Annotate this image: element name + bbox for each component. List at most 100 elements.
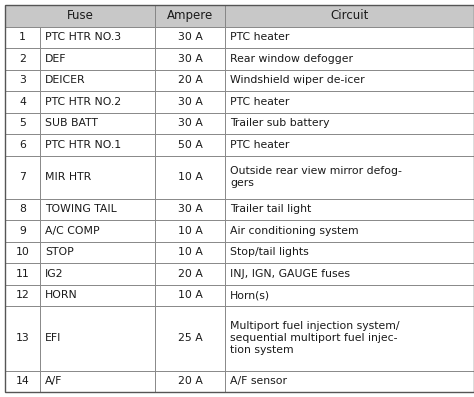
- Bar: [5, 91, 40, 112]
- Text: Trailer sub battery: Trailer sub battery: [230, 118, 329, 128]
- Bar: [40, 48, 155, 69]
- Text: 9: 9: [19, 226, 26, 236]
- Text: 20 A: 20 A: [178, 75, 202, 85]
- Bar: [5, 198, 40, 220]
- Text: PTC heater: PTC heater: [230, 140, 289, 150]
- Text: Fuse: Fuse: [66, 9, 93, 22]
- Text: PTC heater: PTC heater: [230, 32, 289, 42]
- Bar: [225, 69, 474, 91]
- Text: A/F sensor: A/F sensor: [230, 376, 287, 386]
- Text: 5: 5: [19, 118, 26, 128]
- Bar: [5, 285, 40, 306]
- Bar: [40, 69, 155, 91]
- Text: 13: 13: [16, 333, 29, 343]
- Bar: [40, 263, 155, 285]
- Bar: [40, 198, 155, 220]
- Bar: [225, 263, 474, 285]
- Text: PTC heater: PTC heater: [230, 97, 289, 107]
- Bar: [40, 112, 155, 134]
- Text: Circuit: Circuit: [330, 9, 369, 22]
- Text: 2: 2: [19, 54, 26, 64]
- Bar: [155, 263, 225, 285]
- Bar: [155, 241, 225, 263]
- Text: 4: 4: [19, 97, 26, 107]
- Bar: [155, 91, 225, 112]
- Text: 12: 12: [16, 290, 29, 300]
- Text: 30 A: 30 A: [178, 204, 202, 214]
- Text: 10 A: 10 A: [178, 247, 202, 257]
- Text: Rear window defogger: Rear window defogger: [230, 54, 353, 64]
- Text: 30 A: 30 A: [178, 54, 202, 64]
- Bar: [40, 370, 155, 392]
- Bar: [5, 306, 40, 370]
- Text: 1: 1: [19, 32, 26, 42]
- Text: Trailer tail light: Trailer tail light: [230, 204, 311, 214]
- Bar: [5, 370, 40, 392]
- Bar: [225, 370, 474, 392]
- Text: Horn(s): Horn(s): [230, 290, 270, 300]
- Text: HORN: HORN: [45, 290, 78, 300]
- Text: IG2: IG2: [45, 269, 64, 279]
- Text: DEICER: DEICER: [45, 75, 86, 85]
- Bar: [155, 112, 225, 134]
- Bar: [5, 241, 40, 263]
- Bar: [155, 69, 225, 91]
- Text: 14: 14: [16, 376, 29, 386]
- Bar: [40, 285, 155, 306]
- Bar: [225, 306, 474, 370]
- Bar: [225, 241, 474, 263]
- Bar: [155, 48, 225, 69]
- Bar: [225, 91, 474, 112]
- Text: A/F: A/F: [45, 376, 63, 386]
- Text: 25 A: 25 A: [178, 333, 202, 343]
- Bar: [155, 285, 225, 306]
- Text: 6: 6: [19, 140, 26, 150]
- Text: INJ, IGN, GAUGE fuses: INJ, IGN, GAUGE fuses: [230, 269, 350, 279]
- Bar: [225, 112, 474, 134]
- Bar: [155, 198, 225, 220]
- Bar: [225, 5, 474, 27]
- Text: 8: 8: [19, 204, 26, 214]
- Text: Stop/tail lights: Stop/tail lights: [230, 247, 309, 257]
- Text: Air conditioning system: Air conditioning system: [230, 226, 359, 236]
- Bar: [155, 5, 225, 27]
- Bar: [40, 220, 155, 241]
- Bar: [155, 134, 225, 156]
- Text: 20 A: 20 A: [178, 376, 202, 386]
- Bar: [225, 48, 474, 69]
- Text: STOP: STOP: [45, 247, 74, 257]
- Text: 7: 7: [19, 172, 26, 182]
- Text: PTC HTR NO.3: PTC HTR NO.3: [45, 32, 121, 42]
- Bar: [5, 48, 40, 69]
- Text: 10 A: 10 A: [178, 226, 202, 236]
- Bar: [225, 220, 474, 241]
- Text: Outside rear view mirror defog-
gers: Outside rear view mirror defog- gers: [230, 166, 402, 188]
- Text: 10 A: 10 A: [178, 172, 202, 182]
- Text: Windshield wiper de-icer: Windshield wiper de-icer: [230, 75, 365, 85]
- Text: Multiport fuel injection system/
sequential multiport fuel injec-
tion system: Multiport fuel injection system/ sequent…: [230, 321, 400, 355]
- Bar: [5, 27, 40, 48]
- Text: 20 A: 20 A: [178, 269, 202, 279]
- Text: 10 A: 10 A: [178, 290, 202, 300]
- Text: 30 A: 30 A: [178, 118, 202, 128]
- Text: 3: 3: [19, 75, 26, 85]
- Text: PTC HTR NO.2: PTC HTR NO.2: [45, 97, 121, 107]
- Text: SUB BATT: SUB BATT: [45, 118, 98, 128]
- Bar: [40, 134, 155, 156]
- Bar: [225, 285, 474, 306]
- Bar: [5, 69, 40, 91]
- Bar: [155, 370, 225, 392]
- Text: A/C COMP: A/C COMP: [45, 226, 100, 236]
- Bar: [5, 5, 155, 27]
- Bar: [155, 156, 225, 198]
- Text: EFI: EFI: [45, 333, 61, 343]
- Text: 10: 10: [16, 247, 29, 257]
- Bar: [155, 27, 225, 48]
- Bar: [5, 156, 40, 198]
- Bar: [40, 156, 155, 198]
- Bar: [155, 306, 225, 370]
- Text: 50 A: 50 A: [178, 140, 202, 150]
- Bar: [5, 220, 40, 241]
- Bar: [225, 27, 474, 48]
- Bar: [155, 220, 225, 241]
